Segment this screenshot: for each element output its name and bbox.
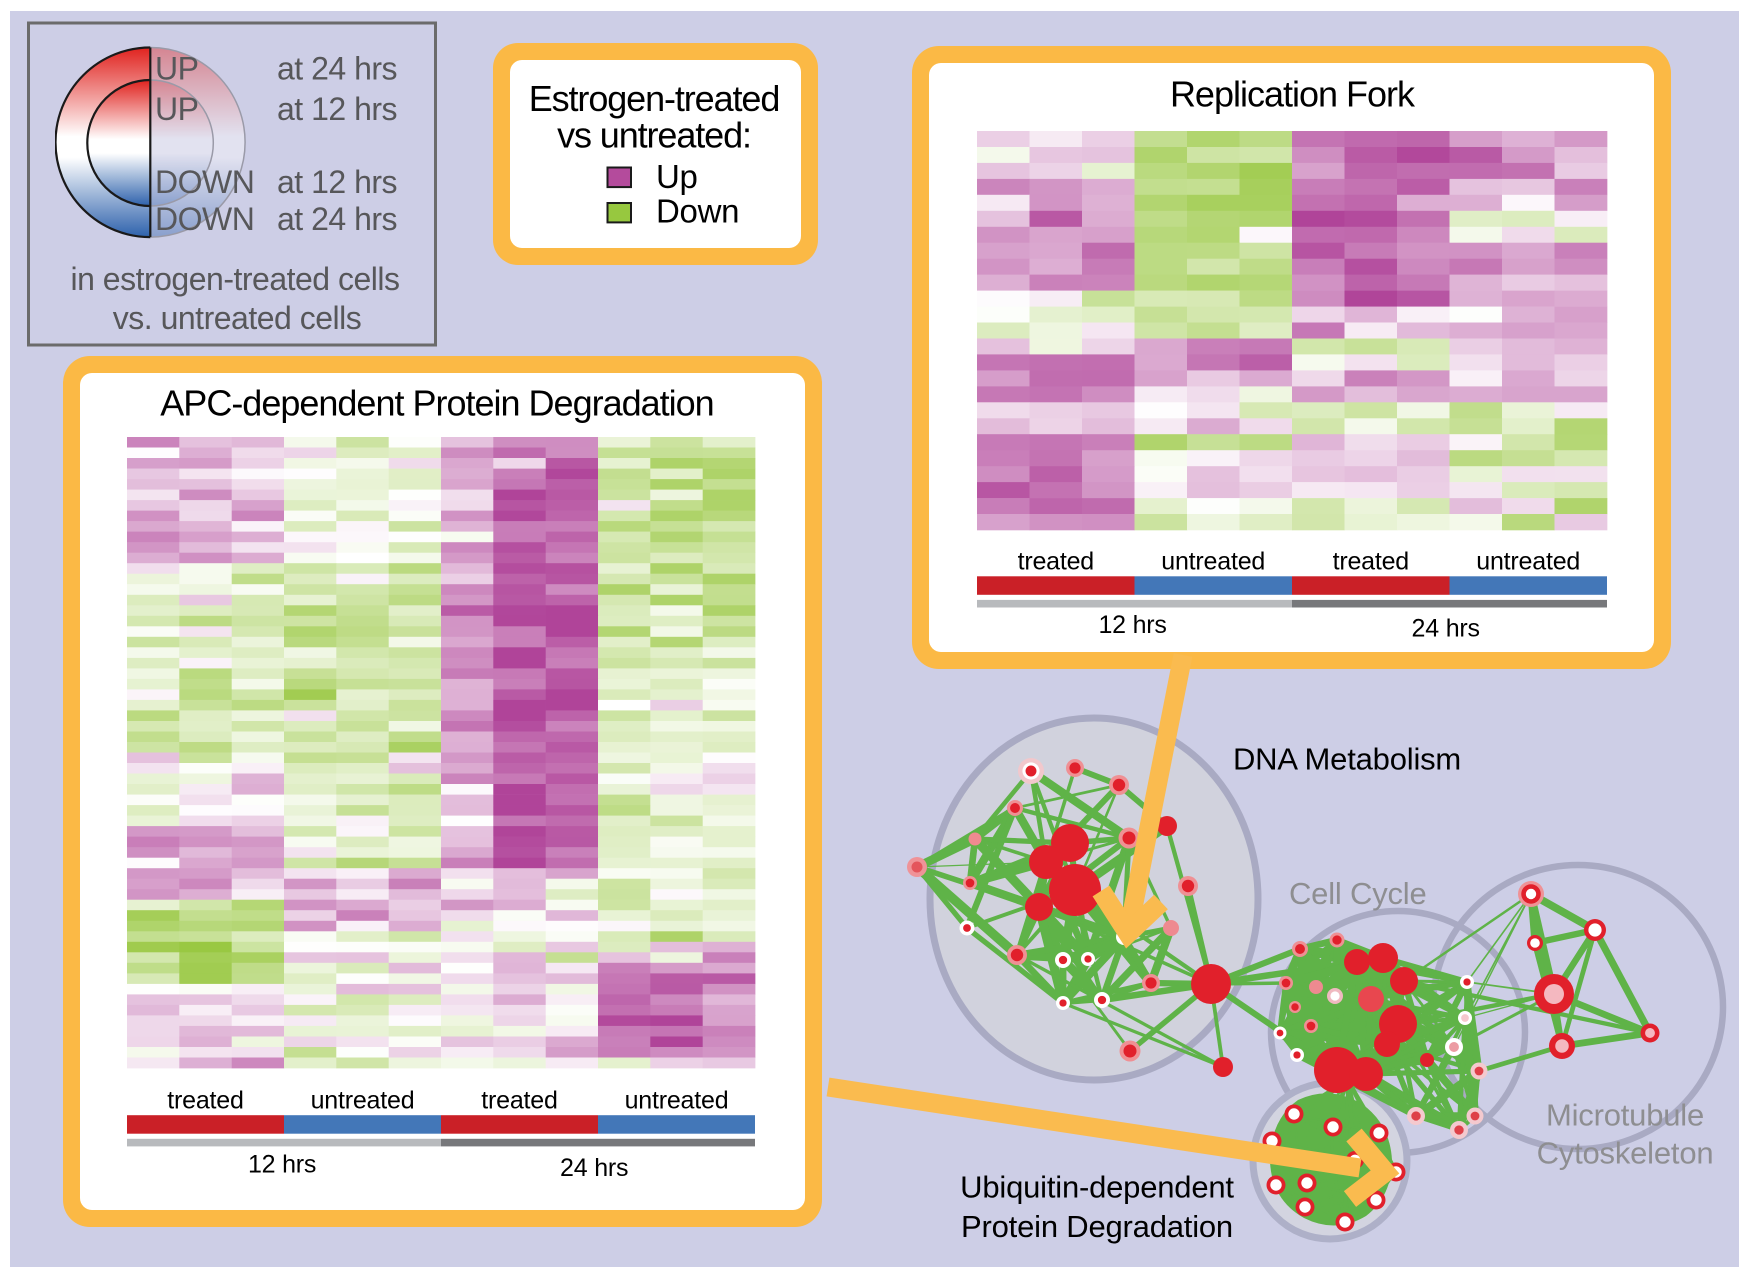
svg-text:DNA Metabolism: DNA Metabolism (1233, 742, 1461, 777)
svg-text:at 24 hrs: at 24 hrs (277, 51, 397, 87)
svg-text:Ubiquitin-dependent: Ubiquitin-dependent (960, 1170, 1234, 1205)
svg-text:untreated: untreated (1476, 548, 1580, 576)
svg-text:vs untreated:: vs untreated: (557, 114, 751, 155)
svg-text:12 hrs: 12 hrs (1098, 611, 1166, 639)
svg-text:untreated: untreated (311, 1086, 415, 1114)
svg-text:untreated: untreated (1161, 548, 1265, 576)
svg-text:treated: treated (1333, 548, 1409, 576)
svg-text:treated: treated (167, 1086, 243, 1114)
svg-text:Cell Cycle: Cell Cycle (1289, 876, 1427, 911)
svg-text:24 hrs: 24 hrs (1412, 615, 1480, 643)
svg-text:DOWN: DOWN (155, 164, 254, 200)
svg-text:APC-dependent Protein Degradat: APC-dependent Protein Degradation (160, 383, 713, 424)
svg-text:at 24 hrs: at 24 hrs (277, 201, 397, 237)
svg-text:Cytoskeleton: Cytoskeleton (1537, 1136, 1714, 1171)
svg-text:12 hrs: 12 hrs (248, 1151, 316, 1179)
svg-text:DOWN: DOWN (155, 201, 254, 237)
svg-text:treated: treated (1018, 548, 1094, 576)
svg-text:Microtubule: Microtubule (1546, 1098, 1704, 1133)
svg-text:UP: UP (155, 91, 198, 127)
svg-text:vs. untreated cells: vs. untreated cells (113, 300, 361, 336)
svg-text:UP: UP (155, 51, 198, 87)
svg-text:Down: Down (656, 193, 739, 230)
svg-text:24 hrs: 24 hrs (560, 1154, 628, 1182)
svg-text:untreated: untreated (625, 1086, 729, 1114)
svg-text:Estrogen-treated: Estrogen-treated (529, 78, 780, 119)
svg-text:Up: Up (656, 158, 698, 195)
svg-text:Protein Degradation: Protein Degradation (961, 1209, 1233, 1244)
svg-text:at 12 hrs: at 12 hrs (277, 91, 397, 127)
svg-text:at 12 hrs: at 12 hrs (277, 164, 397, 200)
svg-text:treated: treated (481, 1086, 557, 1114)
svg-text:Replication Fork: Replication Fork (1170, 73, 1416, 114)
svg-text:in estrogen-treated cells: in estrogen-treated cells (70, 261, 399, 297)
